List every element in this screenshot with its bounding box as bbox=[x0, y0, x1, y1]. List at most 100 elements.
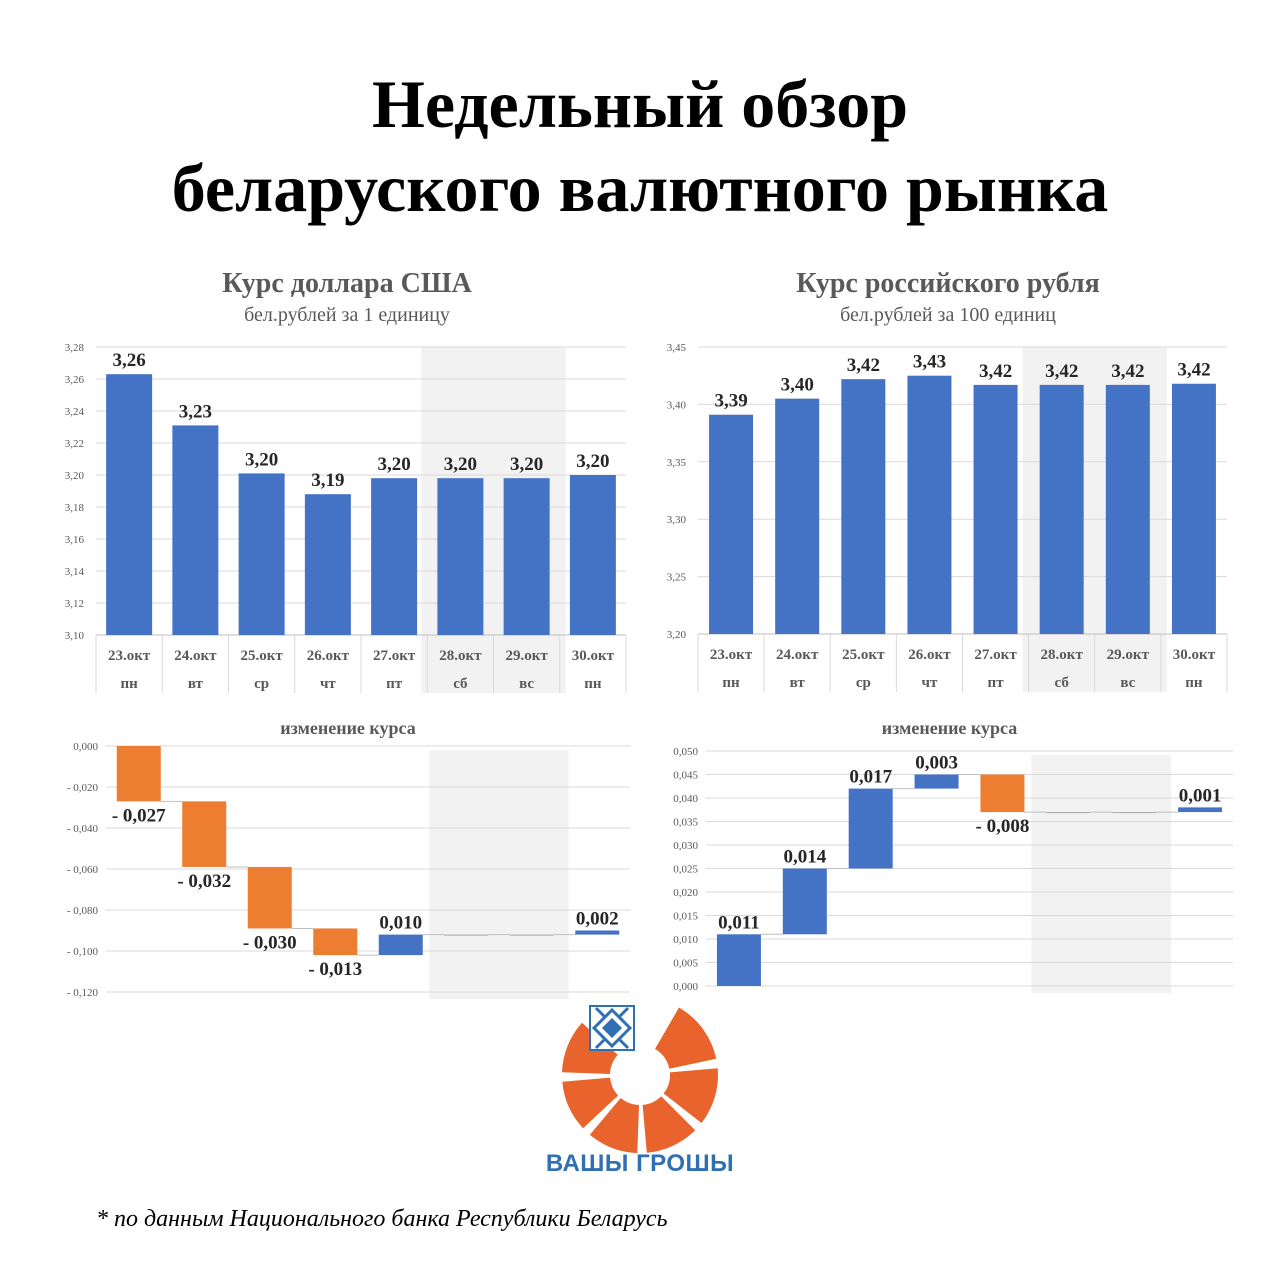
weekday-label: пт bbox=[988, 675, 1005, 691]
data-label: 3,39 bbox=[714, 391, 747, 412]
x-tick-label: 29.окт bbox=[505, 648, 548, 664]
weekday-label: вс bbox=[1120, 675, 1135, 691]
x-tick-label: 26.окт bbox=[908, 647, 951, 663]
waterfall-bar bbox=[848, 788, 893, 869]
x-tick-label: 23.окт bbox=[710, 647, 753, 663]
data-label: 3,26 bbox=[113, 350, 146, 371]
weekday-label: пн bbox=[1185, 675, 1203, 691]
page-title-line-2: беларуского валютного рынка bbox=[171, 150, 1109, 226]
data-label: 3,20 bbox=[444, 454, 477, 475]
y-tick-label: 0,045 bbox=[673, 770, 698, 782]
weekday-label: вс bbox=[519, 676, 534, 692]
usd-chart-title: Курс доллара США bbox=[222, 268, 472, 299]
ornament-corners bbox=[594, 1006, 630, 1050]
waterfall-bar bbox=[1178, 807, 1223, 813]
y-tick-label: 0,000 bbox=[73, 741, 98, 753]
data-label: 3,20 bbox=[510, 454, 543, 475]
bar bbox=[238, 473, 285, 635]
waterfall-bar bbox=[378, 934, 423, 956]
y-tick-label: 0,005 bbox=[673, 958, 698, 970]
x-tick-label: 30.окт bbox=[572, 648, 615, 664]
data-label: 3,43 bbox=[913, 352, 946, 373]
data-label: 0,001 bbox=[1179, 785, 1222, 806]
y-tick-label: - 0,120 bbox=[67, 987, 99, 999]
y-tick-label: - 0,080 bbox=[67, 905, 99, 917]
weekday-label: пн bbox=[722, 675, 740, 691]
y-tick-label: 0,010 bbox=[673, 934, 698, 946]
weekday-label: сб bbox=[453, 676, 467, 692]
bar bbox=[907, 375, 952, 634]
x-tick-label: 26.окт bbox=[307, 648, 350, 664]
y-tick-label: - 0,100 bbox=[67, 946, 99, 958]
page-title: Недельный обзор беларуского валютного ры… bbox=[0, 62, 1280, 230]
weekday-label: чт bbox=[320, 676, 336, 692]
logo-segment bbox=[589, 1098, 639, 1153]
y-tick-label: 0,025 bbox=[673, 864, 698, 876]
weekday-label: вт bbox=[188, 676, 204, 692]
data-label: - 0,027 bbox=[112, 805, 166, 826]
data-label: 3,40 bbox=[781, 375, 814, 396]
bar bbox=[106, 374, 153, 635]
bar bbox=[1039, 384, 1084, 634]
data-label: 0,002 bbox=[576, 909, 619, 930]
waterfall-bar bbox=[444, 934, 489, 936]
ornament-core bbox=[602, 1018, 622, 1038]
y-tick-label: 0,015 bbox=[673, 911, 698, 923]
logo-segment bbox=[562, 1077, 619, 1129]
logo-segment bbox=[663, 1068, 718, 1123]
waterfall-bar bbox=[509, 934, 554, 936]
weekday-label: ср bbox=[856, 675, 871, 691]
data-label: 3,42 bbox=[1177, 360, 1210, 381]
x-tick-label: 23.окт bbox=[108, 648, 151, 664]
y-tick-label: 0,040 bbox=[673, 793, 698, 805]
weekday-label: чт bbox=[922, 675, 938, 691]
bar bbox=[304, 494, 351, 635]
y-tick-label: 0,050 bbox=[673, 746, 698, 758]
data-label: - 0,008 bbox=[976, 816, 1030, 837]
y-tick-label: - 0,040 bbox=[67, 823, 99, 835]
bar bbox=[841, 379, 886, 634]
data-label: 0,010 bbox=[379, 913, 422, 934]
y-tick-label: 3,20 bbox=[65, 470, 85, 482]
rub-change-chart: изменение курса 0,000 0,005 0,010 0,015 0,020… bbox=[673, 718, 1233, 993]
ornament-frame bbox=[589, 1005, 635, 1051]
waterfall-bar bbox=[182, 801, 227, 867]
y-tick-label: 3,40 bbox=[667, 399, 687, 411]
footnote: * по данным Национального банка Республи… bbox=[96, 1206, 668, 1232]
x-tick-label: 30.окт bbox=[1173, 647, 1216, 663]
x-tick-label: 24.окт bbox=[174, 648, 217, 664]
waterfall-title: изменение курса bbox=[882, 718, 1018, 738]
y-tick-label: 0,020 bbox=[673, 887, 698, 899]
usd-chart-subtitle: бел.рублей за 1 единицу bbox=[244, 304, 450, 326]
waterfall-bar bbox=[980, 774, 1025, 813]
y-tick-label: 3,35 bbox=[667, 457, 687, 469]
waterfall-bar bbox=[782, 868, 827, 935]
weekday-label: пн bbox=[120, 676, 138, 692]
data-label: - 0,032 bbox=[177, 871, 231, 892]
y-tick-label: - 0,060 bbox=[67, 864, 99, 876]
data-label: 3,20 bbox=[576, 451, 609, 472]
y-tick-label: 3,30 bbox=[667, 514, 687, 526]
waterfall-bar bbox=[116, 746, 161, 802]
x-tick-label: 27.окт bbox=[373, 648, 416, 664]
data-label: 0,017 bbox=[849, 767, 892, 788]
weekday-label: сб bbox=[1055, 675, 1069, 691]
x-tick-label: 25.окт bbox=[240, 648, 283, 664]
data-label: 3,42 bbox=[847, 355, 880, 376]
y-tick-label: 3,28 bbox=[65, 342, 85, 354]
y-tick-label: 3,12 bbox=[65, 598, 84, 610]
y-tick-label: 0,030 bbox=[673, 840, 698, 852]
y-tick-label: 3,22 bbox=[65, 438, 84, 450]
y-tick-label: 3,20 bbox=[667, 629, 687, 641]
weekday-label: вт bbox=[790, 675, 806, 691]
weekday-label: ср bbox=[254, 676, 269, 692]
y-tick-label: 3,10 bbox=[65, 630, 85, 642]
page-title-line-1: Недельный обзор bbox=[371, 66, 909, 142]
logo-segment bbox=[655, 1007, 717, 1069]
data-label: 3,42 bbox=[979, 361, 1012, 382]
y-tick-label: 3,16 bbox=[65, 534, 85, 546]
y-tick-label: 3,26 bbox=[65, 374, 85, 386]
bar bbox=[172, 425, 219, 635]
